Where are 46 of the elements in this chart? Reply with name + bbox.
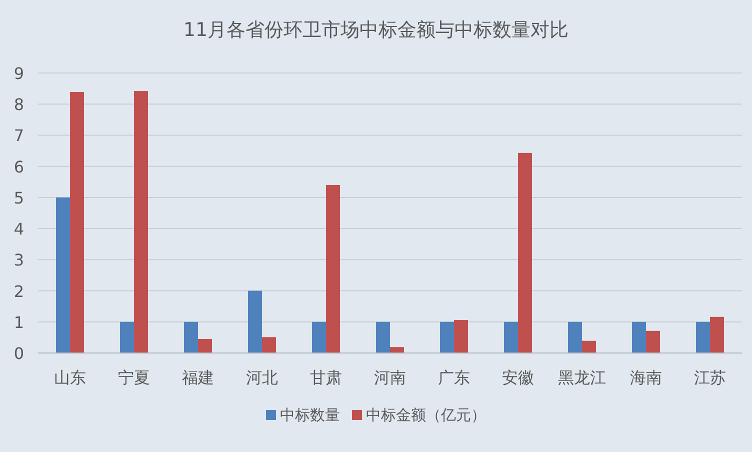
x-tick-label: 河北 — [246, 368, 278, 387]
bar — [312, 322, 326, 353]
bar — [248, 290, 262, 353]
bar — [518, 152, 532, 353]
x-tick-label: 海南 — [630, 368, 662, 387]
bar — [632, 322, 646, 353]
bar — [710, 316, 724, 353]
x-tick-label: 山东 — [54, 368, 86, 387]
bar — [504, 322, 518, 353]
bar — [262, 337, 276, 353]
y-tick-label: 0 — [14, 344, 24, 363]
bar — [582, 340, 596, 353]
y-tick-label: 9 — [14, 64, 24, 83]
bar — [70, 92, 84, 353]
x-tick-label: 安徽 — [502, 368, 534, 387]
x-tick-label: 河南 — [374, 368, 406, 387]
bar — [184, 322, 198, 353]
y-tick-label: 8 — [14, 95, 24, 114]
bar — [198, 339, 212, 353]
bar — [454, 320, 468, 353]
x-tick-label: 广东 — [438, 368, 470, 387]
y-tick-label: 5 — [14, 188, 24, 208]
x-tick-label: 甘肃 — [310, 368, 342, 387]
bar — [120, 322, 134, 353]
y-tick-label: 7 — [14, 126, 24, 146]
chart-title: 11月各省份环卫市场中标金额与中标数量对比 — [183, 19, 569, 41]
y-tick-label: 3 — [14, 250, 24, 270]
bar — [56, 197, 70, 353]
y-tick-label: 6 — [14, 157, 24, 176]
bar — [134, 91, 148, 353]
legend-label: 中标金额（亿元） — [366, 406, 486, 424]
bar — [568, 322, 582, 353]
x-tick-label: 江苏 — [694, 368, 726, 387]
x-tick-label: 福建 — [182, 368, 214, 387]
bar — [326, 185, 340, 353]
bar — [390, 347, 404, 353]
legend-label: 中标数量 — [280, 406, 340, 424]
x-tick-label: 宁夏 — [118, 368, 150, 387]
bar — [646, 330, 660, 353]
y-tick-label: 4 — [14, 220, 24, 239]
y-tick-label: 2 — [14, 282, 24, 301]
x-tick-label: 黑龙江 — [558, 368, 606, 387]
bar — [376, 322, 390, 353]
y-tick-label: 1 — [14, 312, 24, 332]
bar — [696, 322, 710, 353]
bar — [440, 322, 454, 353]
